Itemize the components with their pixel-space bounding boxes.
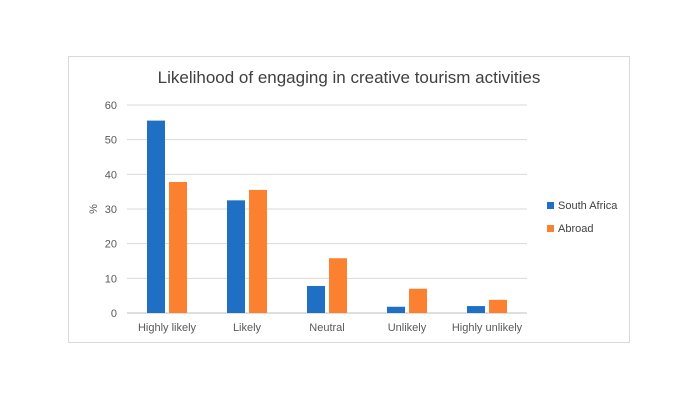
y-tick-label: 10 bbox=[105, 273, 117, 285]
y-tick-label: 0 bbox=[111, 308, 117, 320]
bar-abroad bbox=[409, 288, 427, 313]
legend-swatch bbox=[547, 202, 554, 209]
bar-south-africa bbox=[387, 306, 405, 313]
y-tick-label: 50 bbox=[105, 135, 117, 147]
y-axis-ticks: 0 10 20 30 40 50 60 bbox=[105, 100, 117, 320]
x-tick-label: Unlikely bbox=[388, 322, 427, 334]
y-tick-label: 60 bbox=[105, 100, 117, 112]
bar-south-africa bbox=[227, 200, 245, 313]
x-tick-label: Likely bbox=[233, 322, 262, 334]
chart-title: Likelihood of engaging in creative touri… bbox=[158, 68, 541, 87]
y-tick-label: 30 bbox=[105, 204, 117, 216]
x-tick-label: Highly likely bbox=[138, 322, 197, 334]
y-axis-label: % bbox=[88, 204, 100, 214]
x-tick-label: Highly unlikely bbox=[452, 322, 523, 334]
legend-label: South Africa bbox=[558, 200, 618, 212]
bar-abroad bbox=[249, 189, 267, 313]
legend-label: Abroad bbox=[558, 223, 593, 235]
x-tick-label: Neutral bbox=[309, 322, 344, 334]
bar-abroad bbox=[489, 299, 507, 313]
bars bbox=[147, 120, 507, 313]
bar-south-africa bbox=[307, 285, 325, 313]
bar-south-africa bbox=[467, 306, 485, 313]
legend: South Africa Abroad bbox=[547, 200, 618, 235]
bar-abroad bbox=[329, 258, 347, 313]
gridlines bbox=[127, 104, 527, 314]
x-axis-ticks: Highly likely Likely Neutral Unlikely Highly… bbox=[138, 322, 523, 334]
bar-abroad bbox=[169, 181, 187, 313]
bar-south-africa bbox=[147, 120, 165, 313]
y-tick-label: 20 bbox=[105, 239, 117, 251]
legend-swatch bbox=[547, 225, 554, 232]
y-tick-label: 40 bbox=[105, 169, 117, 181]
